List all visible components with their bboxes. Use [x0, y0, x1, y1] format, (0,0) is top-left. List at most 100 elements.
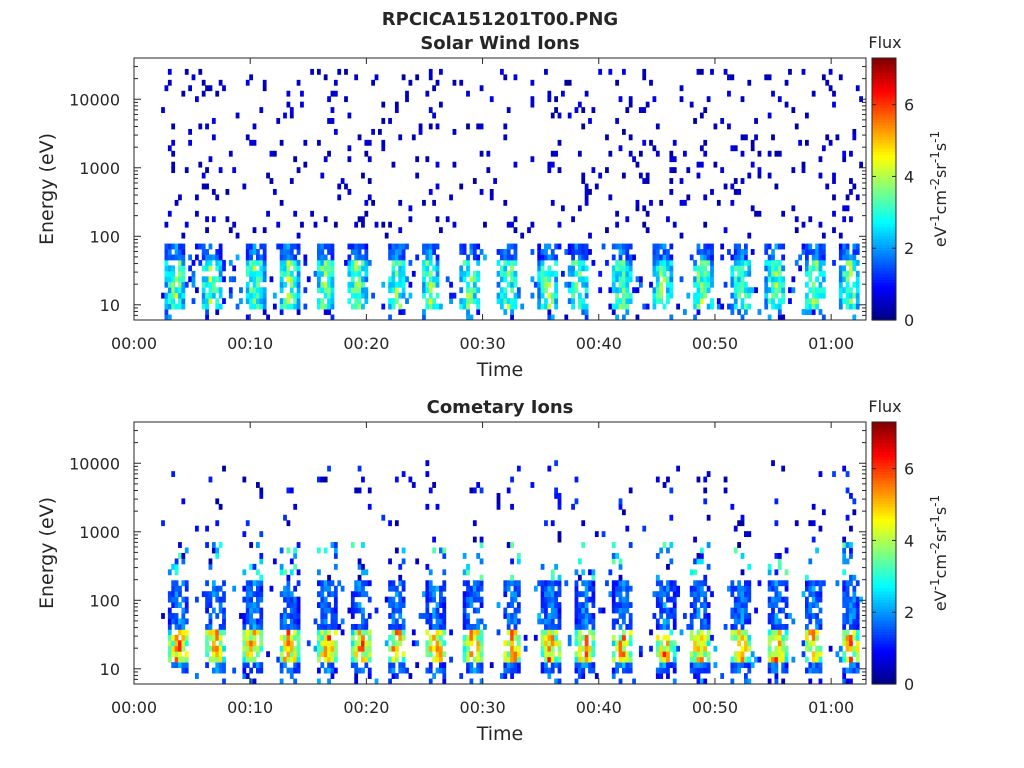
colorbar-segment [872, 258, 896, 263]
data-cell [554, 276, 559, 283]
data-cell [218, 602, 223, 608]
data-cell [544, 585, 548, 592]
data-cell [530, 482, 535, 488]
data-cell [805, 254, 809, 261]
data-cell [442, 662, 447, 669]
data-cell [174, 585, 179, 592]
data-cell [211, 281, 216, 288]
data-cell [252, 270, 257, 277]
data-cell [577, 613, 582, 619]
data-cell [262, 85, 267, 92]
data-cell [693, 276, 697, 283]
data-cell [215, 645, 220, 652]
data-cell [259, 265, 264, 272]
data-cell [540, 287, 545, 294]
data-cell [781, 640, 786, 647]
data-cell [838, 303, 843, 310]
data-cell [289, 487, 294, 494]
data-cell [550, 314, 555, 321]
data-cell [845, 471, 850, 477]
data-cell [327, 259, 331, 266]
data-cell [394, 520, 399, 527]
data-cell [781, 623, 786, 630]
data-cell [215, 520, 220, 527]
data-cell [666, 287, 670, 294]
data-cell [178, 287, 182, 294]
data-cell [249, 634, 254, 641]
data-cell [222, 629, 226, 636]
data-cell [811, 602, 816, 608]
data-cell [737, 243, 742, 250]
data-cell [327, 249, 331, 255]
data-cell [649, 139, 653, 146]
data-cell [577, 634, 582, 641]
data-cell [849, 525, 853, 532]
data-cell [645, 172, 650, 179]
data-cell [852, 259, 857, 266]
data-cell [615, 243, 620, 250]
data-cell [842, 591, 847, 598]
data-cell [818, 656, 823, 663]
data-cell [218, 656, 223, 663]
data-cell [462, 569, 467, 576]
data-cell [408, 205, 413, 212]
data-cell [557, 678, 562, 685]
data-cell [259, 585, 264, 592]
data-cell [208, 156, 213, 163]
data-cell [228, 276, 233, 283]
data-cell [384, 596, 389, 603]
data-cell [561, 205, 565, 212]
data-cell [537, 265, 542, 272]
data-cell [262, 276, 267, 283]
data-cell [540, 591, 545, 598]
data-cell [245, 292, 250, 299]
data-cell [462, 270, 467, 277]
data-cell [201, 298, 206, 305]
data-cell [540, 580, 545, 587]
data-cell [842, 243, 847, 250]
data-cell [625, 585, 630, 592]
data-cell [584, 199, 589, 206]
data-cell [622, 172, 626, 179]
data-cell [178, 303, 182, 310]
data-cell [703, 640, 708, 647]
data-cell [167, 270, 172, 277]
data-cell [506, 298, 511, 305]
data-cell [249, 292, 254, 299]
data-cell [767, 150, 772, 157]
data-cell [171, 591, 176, 598]
data-cell [774, 287, 779, 294]
data-cell [364, 287, 369, 294]
data-cell [174, 602, 179, 608]
colorbar-tick-label: 2 [904, 603, 914, 622]
data-cell [472, 596, 477, 603]
data-cell [354, 667, 359, 674]
data-cell [574, 476, 579, 483]
data-cell [547, 243, 552, 250]
figure-title: RPCICA151201T00.PNG [382, 9, 618, 30]
data-cell [350, 276, 355, 283]
data-cell [784, 634, 789, 641]
data-cell [815, 662, 819, 669]
data-cell [628, 292, 633, 299]
data-cell [459, 270, 464, 277]
data-cell [320, 596, 325, 603]
data-cell [777, 303, 782, 310]
data-cell [611, 270, 616, 277]
data-cell [696, 553, 701, 559]
data-cell [449, 298, 453, 305]
colorbar-segment [872, 142, 896, 146]
data-cell [669, 292, 674, 299]
data-cell [710, 249, 714, 255]
data-cell [327, 602, 331, 608]
data-cell [344, 96, 348, 103]
data-cell [256, 618, 260, 625]
data-cell [174, 292, 179, 299]
data-cell [628, 542, 633, 548]
data-cell [767, 563, 772, 570]
data-cell [327, 656, 331, 663]
data-cell [669, 265, 674, 272]
data-cell [439, 618, 443, 625]
data-cell [696, 243, 701, 250]
colorbar-segment [872, 285, 896, 289]
